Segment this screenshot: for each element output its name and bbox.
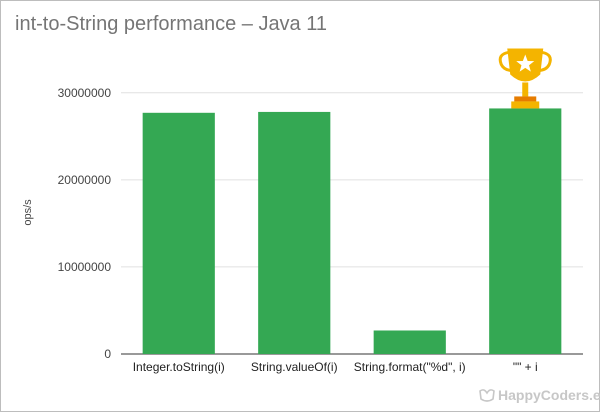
trophy-handle-right (538, 50, 552, 72)
bar (258, 111, 331, 355)
x-tick-label: String.valueOf(i) (251, 360, 338, 374)
x-axis-ticks: Integer.toString(i) String.valueOf(i) Stri… (133, 360, 538, 374)
y-axis-label: ops/s (22, 199, 34, 226)
x-tick-label: Integer.toString(i) (133, 360, 225, 374)
y-axis-ticks: 0 10000000 20000000 30000000 (58, 86, 112, 361)
bar (373, 330, 446, 354)
trophy-star (516, 54, 535, 72)
trophy-stem (522, 82, 529, 97)
y-tick-label: 10000000 (58, 260, 112, 274)
x-tick-label: String.format("%d", i) (354, 360, 466, 374)
trophy-base (511, 101, 540, 109)
happycoders-logo-icon (479, 389, 495, 402)
y-tick-label: 0 (104, 347, 111, 361)
bar (142, 112, 215, 354)
trophy-handle-left (498, 50, 513, 72)
bar (489, 108, 562, 354)
watermark-text: HappyCoders.e (498, 387, 600, 403)
chart-title: int-to-String performance – Java 11 (15, 13, 328, 35)
y-tick-label: 30000000 (58, 86, 112, 100)
x-tick-label: "" + i (513, 360, 538, 374)
watermark: HappyCoders.e (479, 387, 600, 403)
y-tick-label: 20000000 (58, 173, 112, 187)
bars (142, 108, 562, 355)
trophy-base-top (514, 96, 537, 102)
trophy-icon (498, 48, 552, 109)
